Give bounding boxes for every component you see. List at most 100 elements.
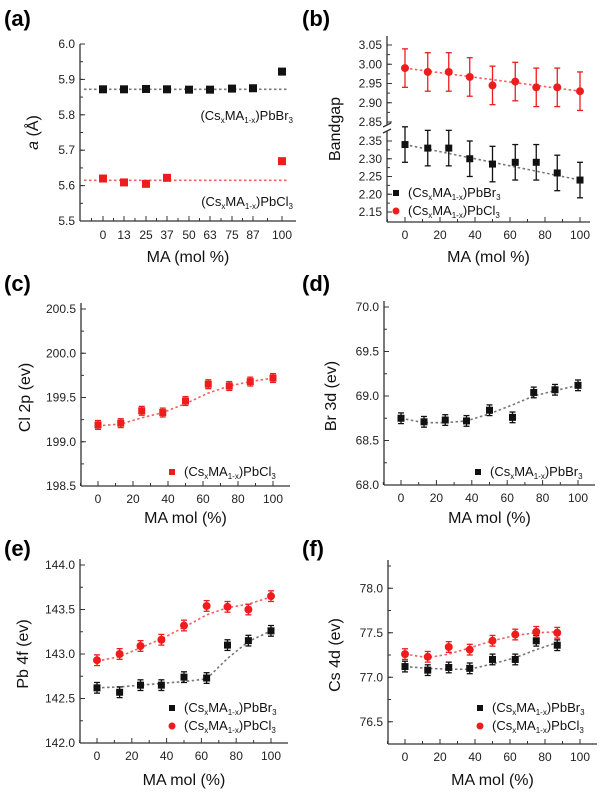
data-point bbox=[204, 380, 212, 388]
data-point bbox=[182, 397, 189, 405]
x-tick-label: 80 bbox=[538, 228, 552, 242]
data-point bbox=[163, 85, 171, 94]
series-pbcl3 bbox=[94, 372, 277, 431]
y-tick-label: 2.95 bbox=[359, 77, 383, 91]
data-point bbox=[424, 666, 432, 674]
legend-marker bbox=[475, 469, 481, 475]
x-tick-label: 80 bbox=[536, 491, 550, 505]
y-tick-label: 142.5 bbox=[45, 692, 75, 706]
y-tick-label: 77.5 bbox=[360, 626, 384, 640]
data-point bbox=[489, 655, 496, 663]
panel-label: (b) bbox=[302, 6, 330, 31]
data-point bbox=[574, 381, 582, 389]
panel-d: (d) MA mol (%) Br 3d (ev) 68.0 68.5 69.0 69.5 7… bbox=[302, 271, 595, 527]
data-point bbox=[511, 158, 519, 166]
data-point bbox=[401, 141, 409, 149]
y-axis-title: a (Å) bbox=[23, 115, 42, 150]
x-tick-label: 37 bbox=[160, 228, 174, 242]
y-tick-label: 76.5 bbox=[360, 715, 384, 729]
y-tick-label: 200.0 bbox=[46, 346, 76, 360]
panel-label: (f) bbox=[302, 536, 324, 561]
legend-label: (CsxMA1-x)PbBr3 bbox=[184, 700, 277, 717]
legend-marker bbox=[169, 469, 175, 475]
data-point bbox=[203, 674, 211, 682]
x-tick-label: 60 bbox=[501, 491, 515, 505]
data-point bbox=[185, 85, 193, 94]
axis-break-mark bbox=[382, 122, 392, 128]
y-tick-label: 143.5 bbox=[45, 603, 75, 617]
data-point bbox=[180, 673, 188, 681]
data-point bbox=[157, 681, 165, 689]
y-tick-label: 69.5 bbox=[356, 345, 380, 359]
x-tick-label: 25 bbox=[139, 228, 153, 242]
x-tick-label: 100 bbox=[570, 750, 590, 764]
data-point bbox=[163, 173, 171, 182]
y-tick-label: 2.30 bbox=[359, 152, 383, 166]
x-axis-title: MA (mol %) bbox=[447, 249, 530, 266]
x-tick-label: 20 bbox=[430, 491, 444, 505]
data-point bbox=[511, 655, 519, 663]
data-point bbox=[532, 83, 541, 92]
data-point bbox=[462, 417, 470, 425]
data-point bbox=[244, 605, 253, 614]
y-tick-label: 2.85 bbox=[359, 115, 383, 129]
y-axis-title: Br 3d (ev) bbox=[323, 361, 340, 431]
data-point bbox=[116, 688, 124, 696]
series-pbcl3 bbox=[401, 625, 562, 663]
data-point bbox=[94, 421, 102, 429]
data-point bbox=[202, 601, 211, 610]
x-tick-label: 40 bbox=[465, 491, 479, 505]
x-tick-label: 75 bbox=[225, 228, 239, 242]
legend-marker bbox=[393, 190, 399, 196]
x-tick-label: 0 bbox=[100, 228, 107, 242]
x-tick-label: 0 bbox=[94, 749, 101, 763]
y-tick-label: 199.0 bbox=[46, 435, 76, 449]
y-tick-label: 3.05 bbox=[359, 38, 383, 52]
data-point bbox=[532, 627, 541, 636]
y-tick-label: 200.5 bbox=[46, 302, 76, 316]
data-point bbox=[278, 157, 286, 166]
x-tick-label: 60 bbox=[503, 750, 517, 764]
series-pbcl3 bbox=[93, 590, 275, 667]
series-label: (CsxMA1-x)PbCl3 bbox=[201, 194, 293, 211]
x-tick-label: 80 bbox=[231, 492, 245, 506]
x-axis-title: MA mol (%) bbox=[144, 510, 227, 527]
y-axis-title: Cl 2p (ev) bbox=[17, 363, 34, 432]
series-pbbr3 bbox=[401, 634, 561, 677]
legend-label: (CsxMA1-x)PbBr3 bbox=[490, 464, 583, 481]
data-point bbox=[115, 650, 124, 658]
axis-break-mark bbox=[382, 128, 392, 134]
data-point bbox=[532, 637, 540, 645]
x-tick-label: 40 bbox=[468, 228, 482, 242]
y-tick-label: 199.5 bbox=[46, 391, 76, 405]
data-point bbox=[553, 169, 561, 177]
y-tick-label: 78.0 bbox=[360, 581, 384, 595]
panel-label: (d) bbox=[302, 271, 330, 296]
x-axis-title: MA (mol %) bbox=[147, 249, 230, 266]
x-tick-label: 60 bbox=[196, 492, 210, 506]
x-tick-label: 40 bbox=[160, 749, 174, 763]
x-tick-label: 100 bbox=[570, 228, 590, 242]
y-tick-label: 77.0 bbox=[360, 670, 384, 684]
y-tick-label: 70.0 bbox=[356, 300, 380, 314]
data-point bbox=[511, 77, 520, 86]
x-axis-title: MA mol (%) bbox=[448, 510, 531, 527]
data-point bbox=[509, 413, 517, 421]
data-point bbox=[159, 409, 167, 417]
data-point bbox=[397, 414, 405, 422]
data-point bbox=[120, 85, 128, 94]
data-point bbox=[466, 664, 474, 672]
data-point bbox=[267, 592, 275, 601]
data-point bbox=[269, 374, 277, 382]
y-axis-title: Cs 4d (ev) bbox=[327, 618, 344, 692]
x-axis-title: MA mol (%) bbox=[451, 772, 534, 789]
data-point bbox=[553, 83, 562, 92]
series-pbcl3: (CsxMA1-x)PbCl3 bbox=[84, 157, 294, 211]
y-tick-label: 143.0 bbox=[45, 647, 75, 661]
y-axis-title: Pb 4f (ev) bbox=[15, 619, 32, 688]
panel-label: (a) bbox=[4, 6, 31, 31]
data-point bbox=[157, 635, 166, 644]
data-point bbox=[142, 179, 150, 188]
y-axis-title: Bandgap bbox=[327, 97, 344, 161]
